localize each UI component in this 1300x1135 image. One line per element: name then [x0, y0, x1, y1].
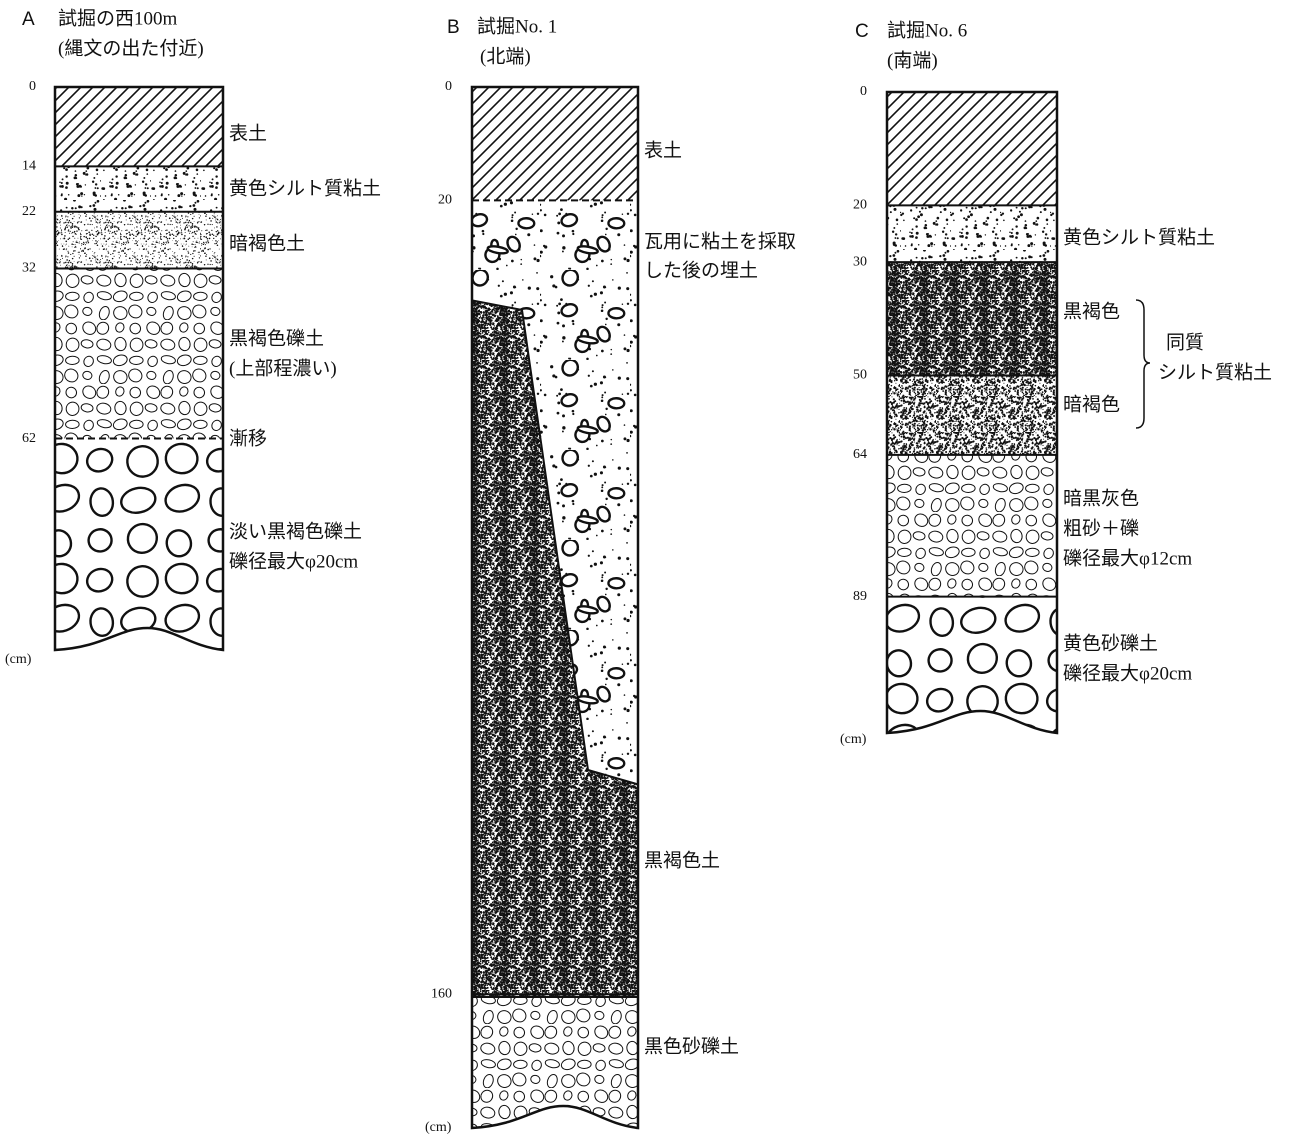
- layer-label: 黒褐色: [1063, 300, 1120, 322]
- soil-layer: [472, 298, 638, 998]
- column-title: 試掘No. 1: [477, 15, 557, 37]
- layer-label: 黒褐色土: [644, 849, 720, 871]
- column-letter: A: [22, 9, 35, 30]
- depth-label: 0: [445, 79, 452, 94]
- soil-layer: [887, 375, 1057, 455]
- layer-label: 淡い黒褐色礫土: [229, 520, 362, 542]
- column-subtitle: (南端): [887, 49, 938, 71]
- depth-label: 62: [22, 431, 36, 446]
- soil-layer: [55, 268, 223, 439]
- layer-label: 表土: [229, 122, 267, 144]
- unit-label: (cm): [840, 732, 867, 747]
- depth-label: 89: [853, 589, 867, 604]
- layer-label: 黄色シルト質粘土: [1063, 226, 1215, 248]
- note-label: 同質: [1166, 331, 1204, 353]
- depth-label: 30: [853, 254, 867, 269]
- depth-label: 20: [438, 193, 452, 208]
- depth-label: 20: [853, 198, 867, 213]
- soil-layer: [887, 92, 1057, 206]
- column-title: 試掘の西100m: [58, 7, 178, 29]
- soil-layer: [55, 166, 223, 212]
- layer-label: 礫径最大φ20cm: [229, 550, 358, 572]
- layer-label: 暗黒灰色: [1063, 487, 1139, 509]
- column-subtitle: (北端): [480, 45, 531, 67]
- layer-label: 暗褐色土: [229, 232, 305, 254]
- depth-label: 0: [29, 79, 36, 94]
- soil-layer: [887, 454, 1057, 597]
- column-letter: C: [855, 21, 869, 42]
- column-subtitle: (縄文の出た付近): [58, 37, 204, 59]
- column-letter: B: [447, 17, 460, 38]
- layer-label: (上部程濃い): [229, 357, 337, 379]
- soil-layer: [55, 87, 223, 167]
- column-fill: [887, 92, 1057, 733]
- layer-label: 漸移: [229, 427, 267, 449]
- soil-layer: [55, 438, 223, 650]
- layer-label: 瓦用に粘土を採取: [644, 230, 796, 252]
- depth-label: 50: [853, 368, 867, 383]
- depth-label: 0: [860, 84, 867, 99]
- column-outline: [470, 85, 640, 1130]
- soil-layer: [55, 211, 223, 269]
- unit-label: (cm): [5, 652, 32, 667]
- depth-label: 64: [853, 447, 867, 462]
- depth-label: 22: [22, 204, 36, 219]
- soil-layer: [887, 262, 1057, 376]
- column-fill: [472, 87, 638, 1128]
- layer-label: 黒色砂礫土: [644, 1035, 739, 1057]
- brace: [1135, 299, 1151, 429]
- layer-label: 黄色シルト質粘土: [229, 177, 381, 199]
- soil-layer: [472, 87, 638, 201]
- layer-label: した後の埋土: [644, 259, 758, 281]
- depth-label: 32: [22, 261, 36, 276]
- layer-label: 黒褐色礫土: [229, 327, 324, 349]
- note-label: シルト質粘土: [1158, 361, 1272, 383]
- depth-label: 14: [22, 159, 36, 174]
- layer-label: 礫径最大φ20cm: [1063, 662, 1192, 684]
- layer-label: 表土: [644, 139, 682, 161]
- column-outline: [885, 90, 1059, 735]
- soil-layer: [887, 205, 1057, 263]
- soil-layer: [472, 994, 638, 1128]
- layer-label: 暗褐色: [1063, 393, 1120, 415]
- layer-label: 黄色砂礫土: [1063, 632, 1158, 654]
- column-title: 試掘No. 6: [887, 19, 967, 41]
- soil-layer: [887, 596, 1057, 733]
- column-fill: [55, 87, 223, 650]
- column-outline: [53, 85, 225, 652]
- layer-label: 礫径最大φ12cm: [1063, 547, 1192, 569]
- depth-label: 160: [431, 986, 452, 1001]
- unit-label: (cm): [425, 1120, 452, 1135]
- layer-label: 粗砂＋礫: [1063, 517, 1139, 539]
